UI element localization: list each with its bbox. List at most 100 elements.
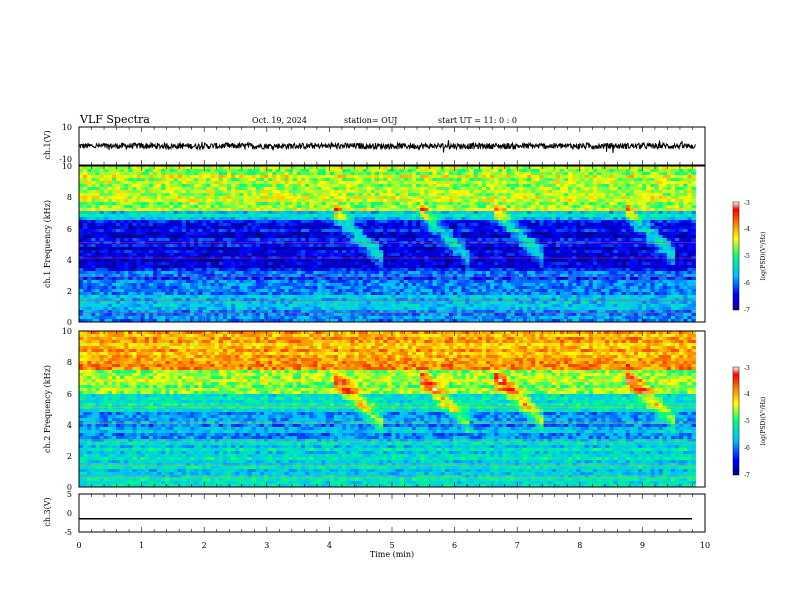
spectrogram-cell: [251, 259, 257, 263]
spectrogram-cell: [621, 256, 627, 260]
spectrogram-cell: [555, 217, 561, 221]
spectrogram-cell: [387, 229, 392, 233]
spectrogram-cell: [514, 172, 520, 176]
spectrogram-cell: [420, 250, 425, 254]
spectrogram-cell: [157, 205, 162, 209]
spectrogram-cell: [411, 256, 417, 260]
spectrogram-cell: [383, 247, 388, 251]
spectrogram-cell: [580, 178, 585, 182]
spectrogram-cell: [477, 181, 483, 185]
spectrogram-cell: [169, 220, 174, 224]
spectrogram-cell: [407, 169, 413, 173]
spectrogram-cell: [128, 238, 133, 242]
spectrogram-cell: [658, 217, 664, 221]
spectrogram-cell: [576, 256, 581, 260]
spectrogram-cell: [502, 220, 507, 224]
spectrogram-cell: [333, 217, 339, 221]
spectrogram-cell: [666, 205, 672, 209]
spectrogram-cell: [124, 181, 129, 185]
spectrogram-cell: [358, 193, 363, 197]
spectrogram-cell: [633, 205, 639, 209]
spectrogram-cell: [103, 256, 109, 260]
spectrogram-cell: [391, 202, 396, 206]
spectrogram-cell: [239, 214, 244, 218]
spectrogram-cell: [91, 199, 96, 203]
spectrogram-cell: [148, 220, 154, 224]
spectrogram-cell: [605, 172, 610, 176]
spectrogram-cell: [346, 217, 351, 221]
spectrogram-cell: [116, 256, 121, 260]
spectrogram-cell: [605, 229, 610, 233]
spectrogram-cell: [288, 196, 294, 200]
spectrogram-cell: [136, 232, 141, 236]
spectrogram-cell: [222, 235, 228, 239]
spectrogram-cell: [658, 190, 664, 194]
spectrogram-cell: [111, 226, 117, 230]
spectrogram-cell: [268, 193, 273, 197]
spectrogram-cell: [387, 250, 392, 254]
spectrogram-cell: [222, 214, 228, 218]
spectrogram-cell: [124, 193, 129, 197]
spectrogram-cell: [124, 238, 129, 242]
spectrogram-cell: [420, 202, 425, 206]
spectrogram-cell: [666, 220, 672, 224]
spectrogram-cell: [432, 193, 437, 197]
spectrogram-cell: [226, 259, 232, 263]
spectrogram-cell: [157, 169, 162, 173]
spectrogram-cell: [317, 253, 322, 257]
spectrogram-cell: [255, 226, 261, 230]
spectrogram-cell: [399, 166, 405, 170]
spectrogram-cell: [342, 190, 347, 194]
spectrogram-cell: [432, 217, 437, 221]
spectrogram-cell: [161, 169, 166, 173]
spectrogram-cell: [272, 259, 277, 263]
spectrogram-cell: [362, 190, 368, 194]
spectrogram-cell: [613, 235, 618, 239]
spectrogram-cell: [309, 253, 314, 257]
spectrogram-cell: [107, 229, 113, 233]
spectrogram-cell: [638, 217, 643, 221]
spectrogram-cell: [79, 181, 84, 185]
spectrogram-cell: [490, 214, 495, 218]
spectrogram-cell: [646, 256, 651, 260]
spectrogram-cell: [99, 169, 104, 173]
spectrogram-cell: [132, 223, 137, 227]
spectrogram-cell: [490, 226, 495, 230]
spectrogram-cell: [440, 202, 446, 206]
spectrogram-cell: [317, 259, 322, 263]
spectrogram-cell: [255, 256, 261, 260]
spectrogram-cell: [543, 178, 548, 182]
spectrogram-cell: [424, 229, 429, 233]
spectrogram-cell: [255, 217, 261, 221]
spectrogram-cell: [576, 229, 581, 233]
spectrogram-cell: [609, 193, 614, 197]
spectrogram-cell: [469, 211, 474, 215]
spectrogram-cell: [691, 211, 696, 215]
spectrogram-cell: [416, 253, 421, 257]
spectrogram-cell: [613, 217, 618, 221]
spectrogram-cell: [633, 232, 639, 236]
spectrogram-cell: [543, 259, 548, 263]
spectrogram-cell: [83, 169, 88, 173]
spectrogram-cell: [568, 178, 573, 182]
spectrogram-cell: [522, 202, 528, 206]
spectrogram-cell: [633, 217, 639, 221]
spectrogram-cell: [342, 205, 347, 209]
spectrogram-cell: [391, 196, 396, 200]
spectrogram-cell: [214, 259, 220, 263]
spectrogram-cell: [185, 253, 191, 257]
spectrogram-cell: [506, 202, 511, 206]
spectrogram-cell: [403, 205, 409, 209]
spectrogram-cell: [416, 202, 421, 206]
spectrogram-cell: [309, 232, 314, 236]
spectrogram-cell: [502, 172, 507, 176]
spectrogram-cell: [251, 262, 257, 266]
spectrogram-cell: [194, 223, 199, 227]
spectrogram-cell: [272, 172, 277, 176]
spectrogram-cell: [144, 262, 150, 266]
spectrogram-cell: [173, 250, 178, 254]
spectrogram-cell: [543, 184, 548, 188]
spectrogram-cell: [407, 184, 413, 188]
spectrogram-cell: [292, 220, 298, 224]
spectrogram-cell: [527, 211, 532, 215]
